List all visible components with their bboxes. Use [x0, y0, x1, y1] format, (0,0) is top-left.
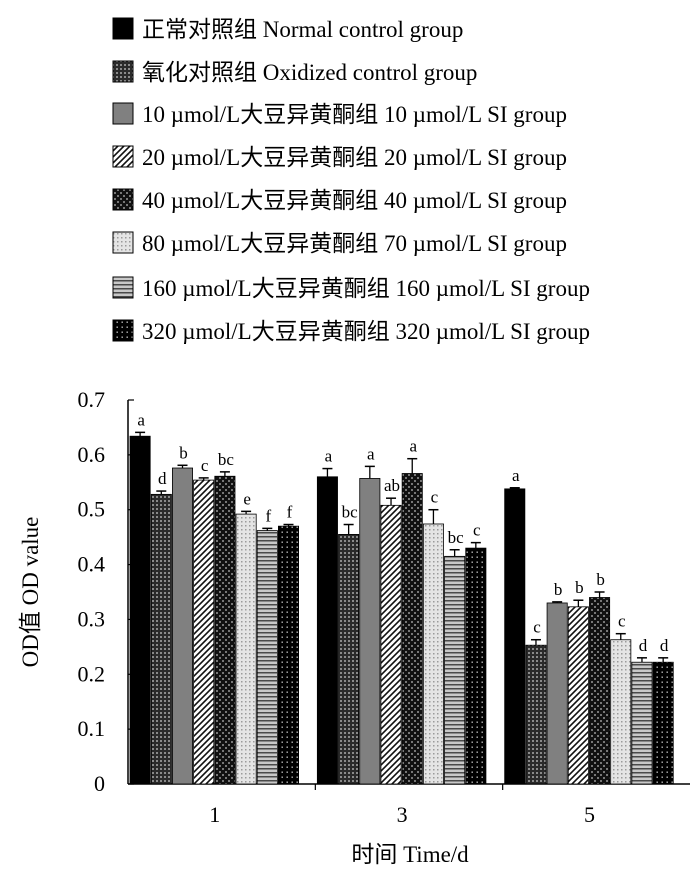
significance-letter: c [533, 618, 541, 637]
bar-1-day-5 [504, 488, 526, 785]
significance-letter: b [575, 578, 584, 597]
bar-8-day-1 [277, 525, 299, 785]
x-tick-label: 1 [209, 802, 220, 827]
legend-label-5: 40 µmol/L大豆异黄酮组 40 µmol/L SI group [142, 188, 567, 213]
legend-label-6: 80 µmol/L大豆异黄酮组 70 µmol/L SI group [142, 231, 567, 256]
bar-7-day-3 [444, 555, 466, 785]
bar-5-day-1 [214, 475, 236, 785]
bar-7-day-1 [256, 530, 278, 785]
significance-letter: bc [448, 528, 465, 547]
bar-5-day-3 [401, 473, 423, 785]
y-tick-label: 0.4 [78, 552, 106, 577]
significance-letter: a [325, 447, 333, 466]
legend-swatch-5 [112, 188, 134, 211]
y-tick-label: 0.3 [78, 606, 106, 631]
legend-swatch-2 [112, 60, 134, 83]
significance-letter: bc [218, 450, 235, 469]
significance-letter: e [243, 489, 251, 508]
significance-letter: c [201, 456, 209, 475]
bar-4-day-3 [380, 504, 402, 785]
bar-6-day-1 [235, 513, 257, 785]
bar-2-day-3 [338, 534, 360, 785]
bar-2-day-5 [525, 644, 547, 785]
significance-letter: f [265, 506, 271, 525]
legend-label-8: 320 µmol/L大豆异黄酮组 320 µmol/L SI group [142, 319, 590, 344]
legend-swatch-1 [112, 17, 134, 40]
x-axis-title: 时间 Time/d [351, 842, 469, 867]
bar-6-day-5 [610, 639, 632, 785]
legend-swatch-4 [112, 145, 134, 168]
bar-3-day-1 [171, 467, 193, 785]
bar-2-day-1 [150, 493, 172, 785]
bar-8-day-5 [652, 661, 674, 785]
legend-label-4: 20 µmol/L大豆异黄酮组 20 µmol/L SI group [142, 145, 567, 170]
legend-label-2: 氧化对照组 Oxidized control group [142, 60, 477, 85]
y-tick-label: 0.2 [78, 661, 106, 686]
significance-letter: d [660, 636, 669, 655]
significance-letter: d [639, 636, 648, 655]
significance-letter: d [158, 469, 167, 488]
bar-3-day-3 [359, 478, 381, 785]
bar-5-day-5 [589, 597, 611, 785]
x-tick-label: 5 [584, 802, 595, 827]
legend-swatch-3 [112, 102, 134, 125]
legend-label-1: 正常对照组 Normal control group [142, 17, 463, 42]
significance-letter: a [137, 410, 145, 429]
legend-swatch-6 [112, 231, 134, 254]
legend-swatch-8 [112, 319, 134, 342]
y-axis-title: OD值 OD value [18, 517, 43, 668]
significance-letter: b [596, 570, 605, 589]
legend-swatch-7 [112, 276, 134, 299]
legend-label-7: 160 µmol/L大豆异黄酮组 160 µmol/L SI group [142, 276, 590, 301]
legend-label-3: 10 µmol/L大豆异黄酮组 10 µmol/L SI group [142, 102, 567, 127]
significance-letter: c [431, 488, 439, 507]
y-tick-label: 0.7 [78, 387, 106, 412]
legend: 正常对照组 Normal control group 氧化对照组 Oxidized… [112, 17, 590, 344]
significance-letter: c [473, 521, 481, 540]
bar-4-day-1 [193, 479, 215, 785]
bar-6-day-3 [422, 523, 444, 785]
significance-letter: a [512, 466, 520, 485]
y-tick-label: 0.5 [78, 497, 106, 522]
significance-letter: b [554, 580, 563, 599]
x-tick-label: 3 [397, 802, 408, 827]
bar-4-day-5 [567, 606, 589, 785]
significance-letter: ab [384, 476, 400, 495]
significance-letter: bc [342, 503, 359, 522]
significance-letter: a [367, 444, 375, 463]
bar-1-day-3 [316, 476, 338, 785]
bar-8-day-3 [465, 547, 487, 785]
y-tick-label: 0 [94, 771, 105, 796]
significance-letter: c [618, 612, 626, 631]
significance-letter: b [179, 443, 188, 462]
y-tick-label: 0.1 [78, 716, 106, 741]
significance-letter: a [409, 437, 417, 456]
y-tick-label: 0.6 [78, 442, 106, 467]
bar-3-day-5 [546, 602, 568, 785]
significance-letter: f [287, 503, 293, 522]
bar-7-day-5 [631, 661, 653, 785]
bar-1-day-1 [129, 435, 151, 785]
